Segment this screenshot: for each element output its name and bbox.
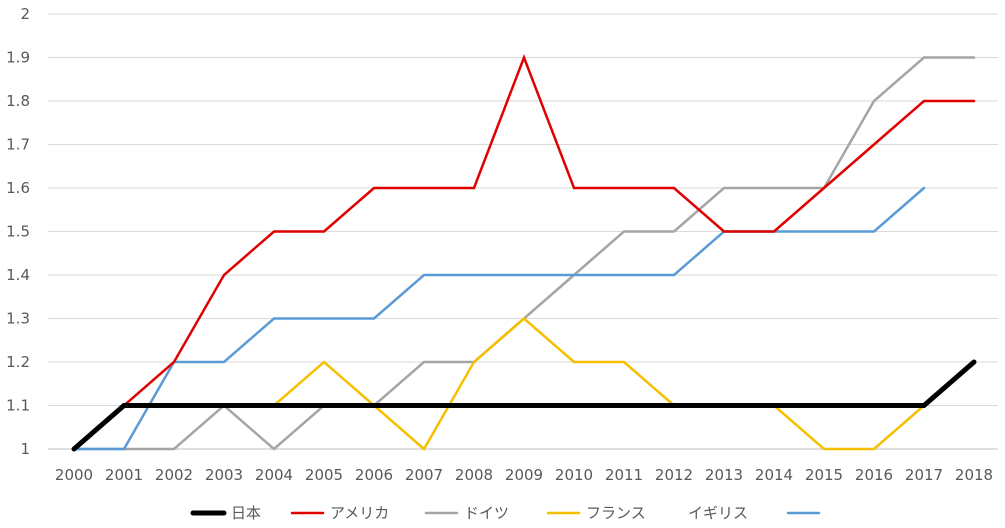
legend-label-extra: イギリス bbox=[688, 504, 748, 522]
x-tick-label: 2003 bbox=[205, 466, 243, 484]
x-tick-label: 2015 bbox=[805, 466, 843, 484]
y-axis-tick-labels: 1 1.1 1.2 1.3 1.4 1.5 1.6 1.7 1.8 1.9 2 bbox=[6, 5, 30, 458]
x-tick-label: 2002 bbox=[155, 466, 193, 484]
x-tick-label: 2018 bbox=[955, 466, 993, 484]
x-tick-label: 2012 bbox=[655, 466, 693, 484]
x-tick-label: 2013 bbox=[705, 466, 743, 484]
x-axis-tick-labels: 2000 2001 2002 2003 2004 2005 2006 2007 2008 2009… bbox=[55, 466, 993, 484]
y-tick-label: 1.2 bbox=[6, 353, 30, 371]
x-tick-label: 2006 bbox=[355, 466, 393, 484]
x-tick-label: 2008 bbox=[455, 466, 493, 484]
y-tick-label: 1.8 bbox=[6, 92, 30, 110]
series-line-3 bbox=[72, 316, 926, 451]
x-tick-label: 2009 bbox=[505, 466, 543, 484]
legend-label-0: 日本 bbox=[231, 504, 261, 522]
y-tick-label: 1.7 bbox=[6, 136, 30, 154]
y-tick-label: 1.9 bbox=[6, 49, 30, 67]
legend-label-1: アメリカ bbox=[330, 504, 389, 522]
x-tick-label: 2014 bbox=[755, 466, 793, 484]
series-lines bbox=[71, 54, 977, 452]
legend: 日本 アメリカ ドイツ フランス イギリス bbox=[190, 504, 821, 522]
series-line-4 bbox=[72, 186, 926, 451]
x-tick-label: 2004 bbox=[255, 466, 293, 484]
y-tick-label: 1.5 bbox=[6, 223, 30, 241]
legend-label-2: ドイツ bbox=[464, 504, 509, 522]
series-line-0 bbox=[71, 359, 977, 452]
x-tick-label: 2000 bbox=[55, 466, 93, 484]
y-tick-label: 1.1 bbox=[6, 397, 30, 415]
legend-label-3: フランス bbox=[586, 504, 646, 522]
x-tick-label: 2011 bbox=[605, 466, 643, 484]
x-tick-label: 2017 bbox=[905, 466, 943, 484]
y-tick-label: 2 bbox=[20, 5, 30, 23]
y-tick-label: 1.3 bbox=[6, 310, 30, 328]
x-tick-label: 2010 bbox=[555, 466, 593, 484]
x-tick-label: 2005 bbox=[305, 466, 343, 484]
x-tick-label: 2001 bbox=[105, 466, 143, 484]
y-tick-label: 1.6 bbox=[6, 179, 30, 197]
series-line-1 bbox=[72, 54, 976, 451]
x-tick-label: 2016 bbox=[855, 466, 893, 484]
series-line-2 bbox=[72, 56, 976, 451]
y-tick-label: 1.4 bbox=[6, 266, 30, 284]
y-tick-label: 1 bbox=[20, 440, 30, 458]
x-tick-label: 2007 bbox=[405, 466, 443, 484]
